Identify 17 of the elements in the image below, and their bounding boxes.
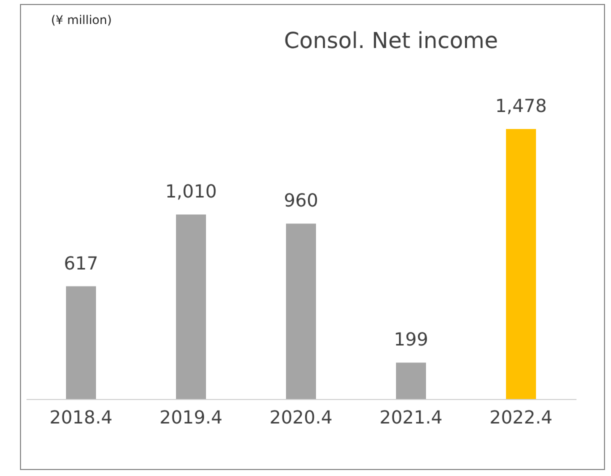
x-tick-label: 2019.4 [160, 408, 222, 428]
x-tick-label: 2018.4 [50, 408, 112, 428]
bar [176, 214, 206, 399]
chart-title: Consol. Net income [284, 29, 498, 54]
bar [506, 129, 536, 399]
data-label: 1,010 [165, 181, 217, 202]
data-label: 960 [284, 190, 318, 212]
x-tick-label: 2022.4 [490, 408, 552, 428]
x-tick-label: 2021.4 [380, 408, 442, 428]
x-tick-label: 2020.4 [270, 408, 332, 428]
text: (¥ million) [51, 13, 112, 27]
data-label: 199 [394, 330, 428, 351]
data-label: 1,478 [495, 96, 547, 117]
bar [286, 224, 316, 399]
data-label: 617 [64, 253, 98, 274]
bar [66, 286, 96, 399]
bar [396, 362, 426, 399]
